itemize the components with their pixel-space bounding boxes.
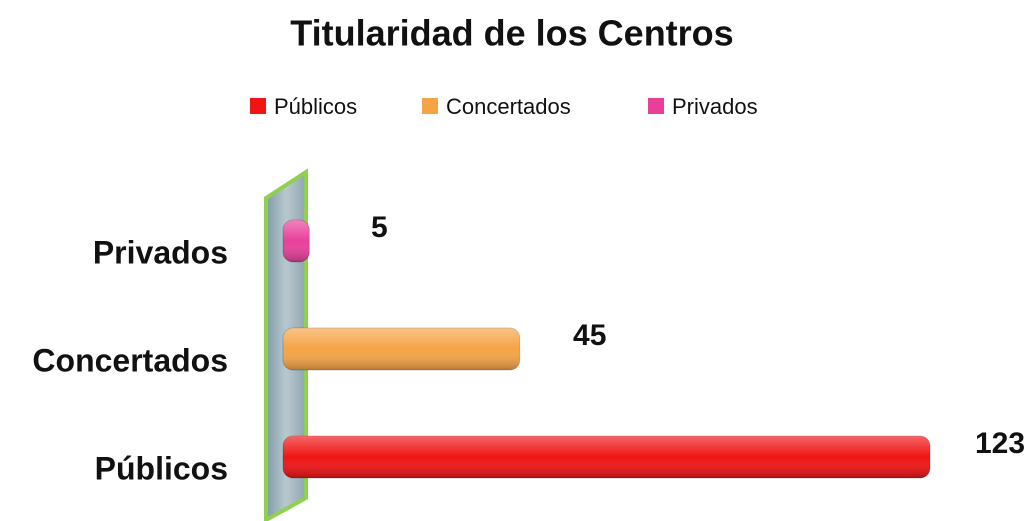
value-label: 45 [573,319,606,352]
y-tick-label: Públicos [95,450,228,486]
bar-shade [283,436,930,478]
legend-swatch [648,98,664,114]
y-tick-label: Concertados [32,342,228,378]
legend-label: Públicos [274,94,357,119]
chart-title: Titularidad de los Centros [290,13,733,54]
legend-label: Concertados [446,94,571,119]
legend-swatch [422,98,438,114]
bar-shade [283,220,310,262]
bar-shade [283,328,520,370]
legend-label: Privados [672,94,758,119]
y-tick-label: Privados [93,234,228,270]
legend-swatch [250,98,266,114]
value-label: 123 [975,427,1025,460]
value-label: 5 [371,211,388,244]
